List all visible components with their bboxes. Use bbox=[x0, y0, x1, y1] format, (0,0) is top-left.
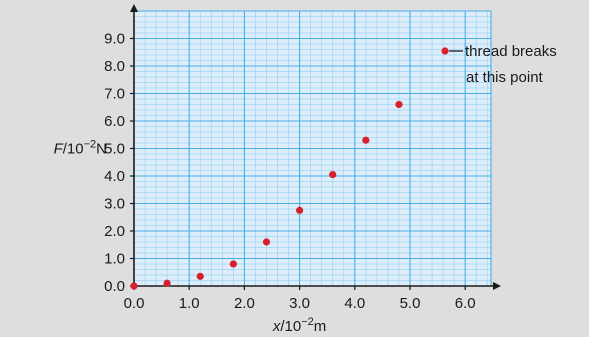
y-tick-label: 6.0 bbox=[104, 113, 125, 130]
data-point bbox=[362, 136, 370, 144]
y-tick-label: 7.0 bbox=[104, 86, 125, 103]
y-axis-arrow bbox=[130, 4, 138, 12]
x-tick-label: 5.0 bbox=[400, 295, 421, 312]
data-point bbox=[296, 206, 304, 214]
y-axis-unit: N bbox=[96, 141, 107, 158]
data-point bbox=[329, 171, 337, 179]
data-point bbox=[229, 260, 237, 268]
data-point bbox=[262, 238, 271, 246]
y-axis-symbol: F bbox=[54, 141, 64, 158]
y-tick-label: 4.0 bbox=[104, 168, 125, 185]
y-tick-labels: 0.0 1.0 2.0 3.0 4.0 5.0 6.0 7.0 8.0 9.0 bbox=[104, 31, 125, 296]
legend-marker bbox=[441, 47, 449, 55]
data-points bbox=[130, 100, 403, 290]
data-point bbox=[395, 100, 403, 109]
axes bbox=[130, 4, 501, 290]
x-tick-label: 4.0 bbox=[344, 295, 365, 312]
legend: thread breaks at this point bbox=[441, 43, 557, 86]
data-point bbox=[196, 272, 204, 280]
x-tick-label: 2.0 bbox=[234, 295, 255, 312]
x-axis-symbol: x bbox=[272, 318, 281, 335]
y-tick-label: 1.0 bbox=[104, 251, 125, 268]
x-tick-label: 3.0 bbox=[289, 295, 310, 312]
x-axis-arrow bbox=[493, 282, 501, 290]
y-tick-label: 2.0 bbox=[104, 223, 125, 240]
y-tick-label: 0.0 bbox=[104, 278, 125, 295]
y-axis-label: F/10−2N bbox=[54, 139, 107, 158]
x-axis-exponent: −2 bbox=[301, 316, 314, 328]
y-axis-exponent: −2 bbox=[84, 139, 97, 151]
data-point bbox=[130, 282, 138, 290]
x-tick-label: 1.0 bbox=[179, 295, 200, 312]
x-tick-label: 6.0 bbox=[455, 295, 476, 312]
x-axis-unit-prefix: /10 bbox=[280, 318, 301, 335]
legend-text-line-2: at this point bbox=[466, 69, 544, 86]
y-tick-label: 8.0 bbox=[104, 58, 125, 75]
x-axis-label: x/10−2m bbox=[272, 316, 326, 335]
major-grid bbox=[134, 10, 492, 286]
x-tick-label: 0.0 bbox=[124, 295, 145, 312]
y-tick-label: 9.0 bbox=[104, 31, 125, 48]
data-point bbox=[163, 279, 171, 287]
y-tick-label: 3.0 bbox=[104, 196, 125, 213]
x-axis-unit: m bbox=[314, 318, 327, 335]
x-tick-labels: 0.0 1.0 2.0 3.0 4.0 5.0 6.0 bbox=[124, 295, 476, 312]
y-tick-label: 5.0 bbox=[104, 141, 125, 158]
legend-text-line-1: thread breaks bbox=[465, 43, 557, 60]
y-axis-unit-prefix: /10 bbox=[63, 141, 84, 158]
